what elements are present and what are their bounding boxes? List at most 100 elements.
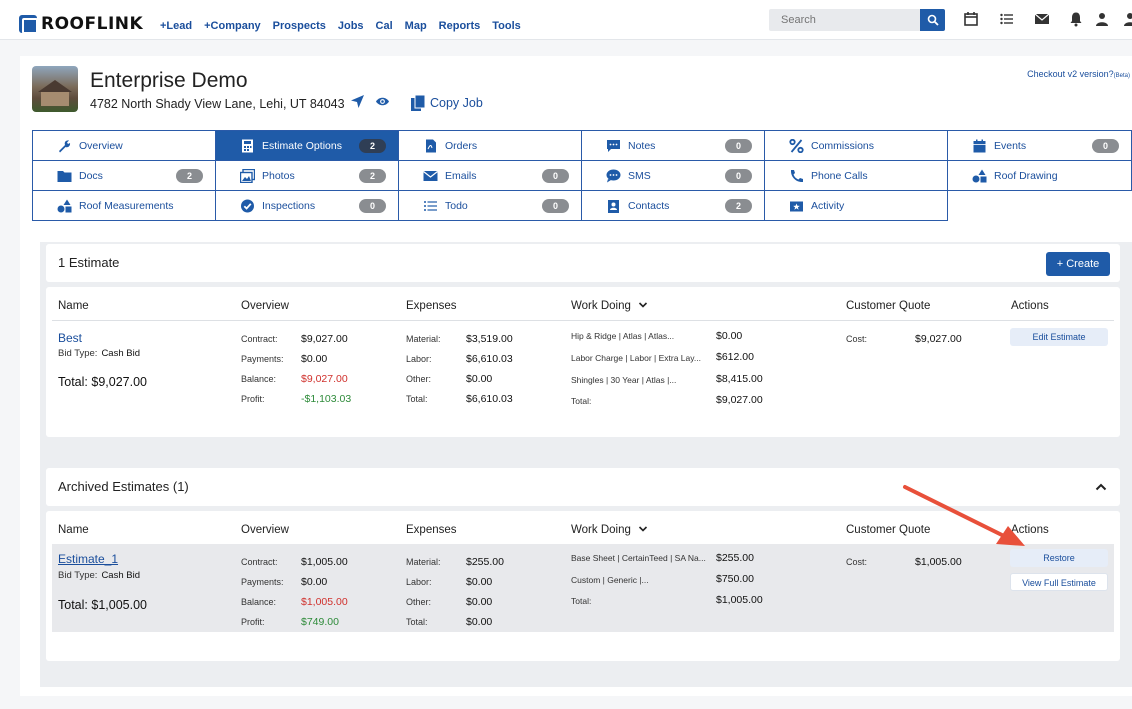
tab-count-badge: 2 xyxy=(359,169,386,183)
bid-type: Bid Type: Cash Bid xyxy=(58,570,140,581)
tab-count-badge: 2 xyxy=(176,169,203,183)
expense-label: Material: xyxy=(406,334,441,344)
nav-tools[interactable]: Tools xyxy=(492,20,521,32)
restore-button[interactable]: Restore xyxy=(1010,549,1108,567)
checkout-v2-link[interactable]: Checkout v2 version?(Beta) xyxy=(1027,69,1130,79)
work-item-value: $255.00 xyxy=(716,552,754,564)
folder-icon xyxy=(57,171,72,182)
tab-notes[interactable]: Notes 0 xyxy=(581,130,765,161)
quote-value: $1,005.00 xyxy=(915,556,962,568)
tab-photos[interactable]: Photos 2 xyxy=(215,160,399,191)
tab-events[interactable]: Events 0 xyxy=(947,130,1132,161)
overview-value: $749.00 xyxy=(301,616,339,628)
address-actions xyxy=(350,94,390,109)
col-header-name: Name xyxy=(58,300,89,312)
tab-contacts[interactable]: Contacts 2 xyxy=(581,190,765,221)
estimate-name-link[interactable]: Estimate_1 xyxy=(58,552,119,566)
user-icon[interactable] xyxy=(1094,11,1110,27)
chevron-up-icon[interactable] xyxy=(1094,480,1108,494)
tab-label: Orders xyxy=(445,140,478,152)
bell-icon[interactable] xyxy=(1068,11,1084,27)
nav-cal[interactable]: Cal xyxy=(375,20,393,32)
expense-label: Total: xyxy=(406,617,428,627)
quote-label: Cost: xyxy=(846,557,868,567)
top-navbar: ROOFLINK +Lead +Company Prospects Jobs C… xyxy=(0,0,1132,40)
copy-job-button[interactable]: Copy Job xyxy=(410,94,483,112)
view-full-estimate-button[interactable]: View Full Estimate xyxy=(1010,573,1108,591)
tab-phone-calls[interactable]: Phone Calls xyxy=(764,160,948,191)
list-icon xyxy=(424,201,437,211)
tab-label: Inspections xyxy=(262,200,316,212)
create-estimate-button[interactable]: + Create xyxy=(1046,252,1110,276)
nav-new-company[interactable]: +Company xyxy=(204,20,261,32)
nav-reports[interactable]: Reports xyxy=(438,20,481,32)
expense-value: $3,519.00 xyxy=(466,333,513,345)
tab-orders[interactable]: Orders xyxy=(398,130,582,161)
tab-roof-measurements[interactable]: Roof Measurements xyxy=(32,190,216,221)
pdf-document-icon xyxy=(426,139,436,153)
eye-icon[interactable] xyxy=(375,94,390,109)
tab-label: Photos xyxy=(262,170,295,182)
chat-bubble-icon xyxy=(607,140,620,152)
calendar-icon[interactable] xyxy=(963,11,979,27)
tab-label: Roof Drawing xyxy=(994,170,1058,182)
job-address: 4782 North Shady View Lane, Lehi, UT 840… xyxy=(90,97,345,111)
tab-commissions[interactable]: Commissions xyxy=(764,130,948,161)
search-button[interactable] xyxy=(920,9,945,31)
expense-label: Labor: xyxy=(406,354,432,364)
tab-count-badge: 0 xyxy=(359,199,386,213)
brand-name: ROOFLINK xyxy=(41,14,144,34)
nav-prospects[interactable]: Prospects xyxy=(272,20,326,32)
nav-map[interactable]: Map xyxy=(404,20,427,32)
tab-inspections[interactable]: Inspections 0 xyxy=(215,190,399,221)
tab-emails[interactable]: Emails 0 xyxy=(398,160,582,191)
tab-roof-drawing[interactable]: Roof Drawing xyxy=(947,160,1132,191)
envelope-icon[interactable] xyxy=(1034,11,1050,27)
archived-estimates-header[interactable]: Archived Estimates (1) xyxy=(46,468,1120,506)
work-item-value: $612.00 xyxy=(716,351,754,363)
tab-sms[interactable]: SMS 0 xyxy=(581,160,765,191)
account-icon[interactable] xyxy=(1122,11,1132,27)
sms-icon xyxy=(606,169,621,183)
tab-estimate-options[interactable]: Estimate Options 2 xyxy=(215,130,399,161)
expense-value: $0.00 xyxy=(466,373,493,385)
col-header-work-doing[interactable]: Work Doing xyxy=(571,300,648,312)
edit-estimate-button[interactable]: Edit Estimate xyxy=(1010,328,1108,346)
col-header-work-doing[interactable]: Work Doing xyxy=(571,524,648,536)
wrench-icon xyxy=(59,140,71,153)
tab-label: Estimate Options xyxy=(262,140,342,152)
rooflink-logo[interactable]: ROOFLINK xyxy=(19,14,143,34)
nav-jobs[interactable]: Jobs xyxy=(337,20,364,32)
overview-value: -$1,103.03 xyxy=(301,393,352,405)
work-item-label: Total: xyxy=(571,596,592,606)
tab-overview[interactable]: Overview xyxy=(32,130,216,161)
tab-docs[interactable]: Docs 2 xyxy=(32,160,216,191)
shapes-icon xyxy=(972,169,987,183)
work-item-value: $0.00 xyxy=(716,330,743,342)
envelope-icon xyxy=(423,171,438,181)
tab-count-badge: 0 xyxy=(542,169,569,183)
expense-label: Material: xyxy=(406,557,441,567)
work-item-value: $8,415.00 xyxy=(716,373,763,385)
expense-label: Other: xyxy=(406,597,432,607)
tab-label: Activity xyxy=(811,200,845,212)
expense-value: $6,610.03 xyxy=(466,393,513,405)
tab-count-badge: 2 xyxy=(725,199,752,213)
check-circle-icon xyxy=(241,199,254,213)
nav-new-lead[interactable]: +Lead xyxy=(160,20,193,32)
contact-card-icon xyxy=(608,200,619,213)
col-header-actions: Actions xyxy=(1011,524,1049,536)
job-photo-thumbnail[interactable] xyxy=(32,66,78,112)
tab-label: Todo xyxy=(445,200,468,212)
tab-activity[interactable]: Activity xyxy=(764,190,948,221)
estimates-header: 1 Estimate + Create xyxy=(46,244,1120,282)
list-icon[interactable] xyxy=(999,11,1015,27)
tab-todo[interactable]: Todo 0 xyxy=(398,190,582,221)
bid-type-value: Cash Bid xyxy=(101,570,140,581)
estimate-name-link[interactable]: Best xyxy=(58,331,83,345)
work-item-label: Custom | Generic |... xyxy=(571,575,649,585)
tab-label: Phone Calls xyxy=(811,170,868,182)
col-header-overview: Overview xyxy=(241,524,289,536)
search-input[interactable] xyxy=(769,9,921,31)
navigate-arrow-icon[interactable] xyxy=(350,94,365,109)
